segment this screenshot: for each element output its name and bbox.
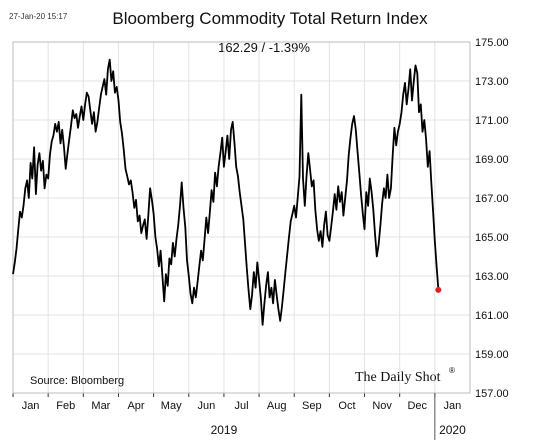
timestamp: 27-Jan-20 15:17 [9,12,68,21]
series-layer [12,58,442,326]
plot-frame [12,41,471,394]
x-tick-label: Oct [338,400,355,412]
x-tick-label: Jan [444,400,462,412]
y-tick-label: 163.00 [475,271,509,283]
axes: 157.00 159.00 161.00 163.00 165.00 167.00 169.… [12,37,509,440]
x-tick-label: May [161,400,182,412]
x-tick-label: Dec [407,400,427,412]
chart-title: Bloomberg Commodity Total Return Index [112,9,428,28]
grid [12,41,471,394]
brand-text: The Daily Shot [355,370,441,385]
y-tick-label: 159.00 [475,349,509,361]
x-tick-label: Jan [22,400,40,412]
y-tick-label: 167.00 [475,193,509,205]
x-tick-label: Aug [267,400,287,412]
y-tick-label: 169.00 [475,154,509,166]
brand-logo: The Daily Shot ® [355,366,455,385]
x-tick-label: Jul [234,400,248,412]
y-tick-label: 157.00 [475,388,509,400]
brand-mark: ® [449,366,455,375]
year-label: 2019 [211,423,238,437]
year-label: 2020 [439,423,466,437]
x-tick-label: Apr [127,400,144,412]
source-note: Source: Bloomberg [30,375,124,387]
chart-subtitle: 162.29 / -1.39% [218,40,310,55]
series-line [12,58,440,326]
y-tick-label: 175.00 [475,37,509,49]
y-tick-label: 161.00 [475,310,509,322]
y-tick-label: 173.00 [475,76,509,88]
y-tick-label: 165.00 [475,232,509,244]
x-tick-label: Mar [91,400,110,412]
x-tick-label: Feb [56,400,75,412]
x-tick-label: Jun [197,400,215,412]
x-tick-label: Sep [302,400,322,412]
x-tick-label: Nov [372,400,392,412]
y-tick-label: 171.00 [475,115,509,127]
last-value-marker [435,286,442,293]
